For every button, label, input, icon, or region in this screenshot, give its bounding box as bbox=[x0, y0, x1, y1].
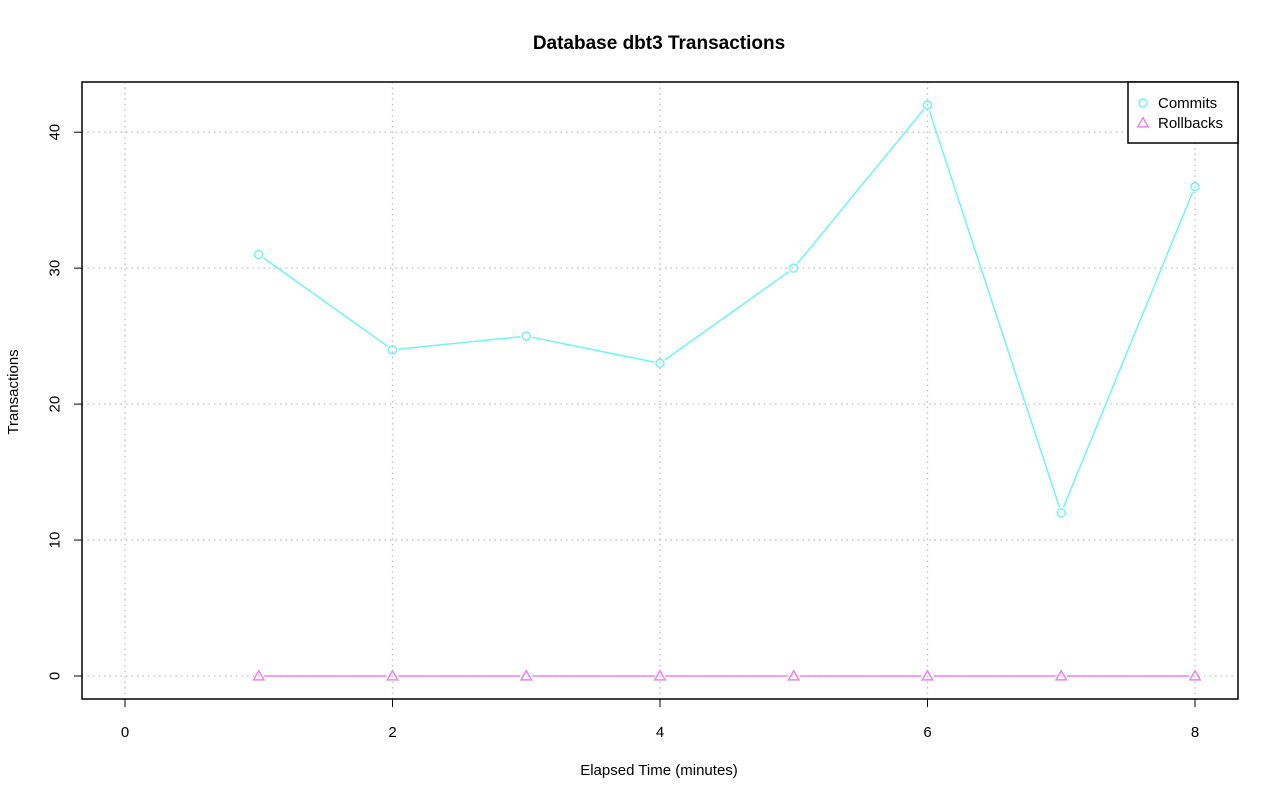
legend-box bbox=[1127, 81, 1239, 144]
y-axis: 0 10 20 30 40 bbox=[47, 124, 82, 680]
x-tick-label: 8 bbox=[1191, 724, 1199, 741]
chart-title: Database dbt3 Transactions bbox=[533, 33, 785, 54]
series-line-segment bbox=[1062, 191, 1194, 508]
data-point bbox=[387, 344, 398, 355]
series-line-segment bbox=[398, 335, 521, 350]
data-point bbox=[655, 358, 665, 369]
data-point bbox=[521, 331, 531, 341]
data-point bbox=[789, 263, 799, 273]
grid bbox=[82, 82, 1238, 699]
x-tick-label: 4 bbox=[656, 724, 664, 741]
legend-label: Commits bbox=[1158, 95, 1217, 112]
series-line-segment bbox=[664, 271, 790, 361]
x-tick-label: 2 bbox=[388, 724, 396, 741]
series-commits bbox=[254, 100, 1200, 518]
y-tick-label: 20 bbox=[47, 396, 64, 413]
data-point bbox=[921, 669, 934, 681]
x-tick-label: 6 bbox=[923, 724, 931, 741]
series-line-segment bbox=[928, 110, 1061, 508]
data-point bbox=[252, 669, 266, 681]
data-point bbox=[1054, 669, 1068, 681]
data-point bbox=[1188, 669, 1202, 681]
series-line-segment bbox=[796, 109, 925, 264]
x-tick-label: 0 bbox=[121, 724, 129, 741]
data-point bbox=[922, 100, 933, 110]
data-point bbox=[1190, 181, 1200, 192]
y-tick-label: 10 bbox=[47, 532, 64, 549]
y-tick-label: 0 bbox=[47, 672, 64, 680]
data-point bbox=[653, 669, 667, 681]
y-tick-label: 30 bbox=[47, 260, 64, 277]
legend-label: Rollbacks bbox=[1158, 115, 1223, 132]
y-axis-label: Transactions bbox=[5, 349, 22, 434]
data-point bbox=[386, 669, 399, 681]
y-tick-label: 40 bbox=[47, 124, 64, 141]
series-rollbacks bbox=[252, 669, 1202, 681]
series-line-segment bbox=[531, 336, 655, 363]
series-line-segment bbox=[263, 257, 389, 347]
data-point bbox=[254, 249, 264, 260]
series-layer bbox=[252, 100, 1202, 681]
legend-marker bbox=[1138, 98, 1148, 108]
legend: Commits Rollbacks bbox=[1127, 81, 1239, 144]
data-point bbox=[787, 669, 801, 681]
x-axis: 0 2 4 6 8 bbox=[121, 699, 1199, 741]
data-point bbox=[1056, 508, 1066, 518]
data-point bbox=[519, 669, 533, 681]
x-axis-label: Elapsed Time (minutes) bbox=[580, 762, 738, 779]
legend-marker bbox=[1136, 116, 1150, 128]
